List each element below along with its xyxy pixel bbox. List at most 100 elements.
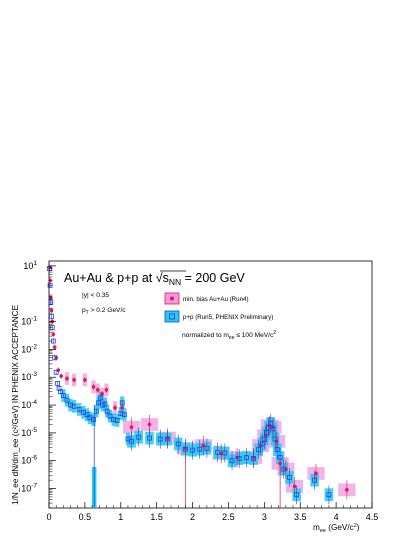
point-pp-47 [243,455,249,460]
point-pp-6 [52,355,58,361]
point-pp-49 [256,447,261,453]
point-pp-19 [91,417,96,423]
point-auau-23 [201,443,206,448]
point-pp-10 [58,389,63,395]
point-pp-9 [56,385,62,391]
x-tick-label: 4.5 [366,512,379,522]
y-tick-label: 101 [23,260,37,271]
point-auau-18 [120,405,125,410]
point-pp-14 [71,403,77,409]
point-pp-8 [55,380,61,386]
y-tick-label: 10-1 [21,316,37,327]
point-auau-16 [104,388,109,392]
sqrt-sign: √ [156,271,163,285]
y-tick-label: 10-4 [21,399,37,410]
legend-marker-auau [170,296,174,301]
point-auau-11 [72,378,76,382]
point-auau-3 [49,308,54,313]
point-auau-5 [51,332,56,337]
point-auau-7 [54,355,58,360]
point-auau-13 [91,385,96,389]
point-pp-13 [68,402,73,408]
point-pp-33 [129,438,134,444]
pt-cut-label: pT > 0.2 GeV/c [82,307,126,316]
point-pp-25 [104,408,110,414]
y-tick-label: 10-7 [21,483,37,494]
point-pp-55 [270,426,276,432]
y-tick-label: 10-6 [21,455,37,466]
point-pp-50 [259,441,265,447]
plot-frame [48,260,373,509]
x-tick-label: 1 [118,512,123,522]
point-pp-40 [190,447,195,453]
point-pp-24 [102,401,108,407]
axes: 0 0.5 1 1.5 2 2.5 3 3.5 4 4.5 101 10-1 10-2 10-3 10-4 1… [21,260,378,522]
y-tick-label: 10-3 [21,371,37,382]
point-pp-61 [294,492,300,498]
point-pp-22 [98,395,104,401]
point-auau-32 [278,461,282,466]
point-auau-36 [345,488,349,492]
point-pp-3 [49,314,54,320]
point-pp-43 [215,449,221,455]
point-pp-17 [84,412,90,418]
point-auau-10 [65,376,69,381]
point-pp-48 [251,456,256,461]
point-auau-9 [59,374,64,378]
systematic-bands [61,372,356,508]
point-pp-36 [157,436,163,442]
point-pp-44 [222,450,228,456]
point-pp-37 [165,436,170,442]
point-pp-29 [118,411,124,416]
x-tick-label: 3 [262,512,267,522]
point-pp-58 [277,455,283,460]
point-auau-20 [147,422,152,427]
point-pp-39 [182,446,188,452]
x-tick-label: 2.5 [222,512,235,522]
point-auau-14 [96,388,100,392]
point-pp-57 [274,447,280,453]
x-tick-label: 0.5 [79,512,92,522]
point-auau-12 [83,378,87,382]
point-pp-7 [53,369,59,375]
point-pp-11 [60,393,66,398]
legend-label-pp: p+p (Run5, PHENIX Preliminary) [183,314,273,321]
point-auau-34 [292,484,297,489]
point-pp-60 [287,475,292,480]
y-tick-label: 10-5 [21,427,37,438]
point-pp-20 [93,408,99,414]
point-pp-15 [76,406,82,412]
point-pp-16 [81,409,86,415]
point-pp-38 [175,441,181,447]
point-pp-56 [272,436,278,442]
point-pp-31 [121,412,127,418]
y-tick-label: 10-2 [21,343,37,354]
point-pp-62 [312,477,317,483]
chart-title: Au+Au & p+p at √sNN = 200 GeV [64,271,245,287]
rapidity-cut-label: |y| < 0.35 [82,292,109,299]
normalization-label: normalized to mee ≤ 100 MeV/c2 [182,330,276,341]
point-pp-52 [264,430,269,436]
point-pp-42 [204,445,210,451]
point-pp-45 [229,458,235,464]
point-pp-63 [326,492,332,498]
point-pp-54 [268,420,274,426]
point-pp-35 [147,435,152,441]
x-tick-label: 2 [190,512,195,522]
point-pp-51 [261,436,267,442]
legend: min. bias Au+Au (Run4) p+p (Run5, PHENIX… [164,292,273,323]
point-auau-19 [129,425,134,430]
legend-label-auau: min. bias Au+Au (Run4) [183,296,249,303]
point-pp-30 [119,400,125,406]
point-pp-12 [64,397,70,403]
legend-swatch-pp [164,310,180,323]
point-pp-41 [197,446,203,452]
x-tick-label: 0 [46,512,51,522]
y-axis-title: 1/N_ee dN/dm_ee (c²/GeV) IN PHENIX ACCEP… [11,304,20,505]
x-tick-label: 1.5 [150,512,163,522]
point-pp-27 [111,417,116,423]
point-auau-24 [219,451,224,456]
point-auau-17 [113,405,117,410]
point-pp-46 [236,456,242,461]
